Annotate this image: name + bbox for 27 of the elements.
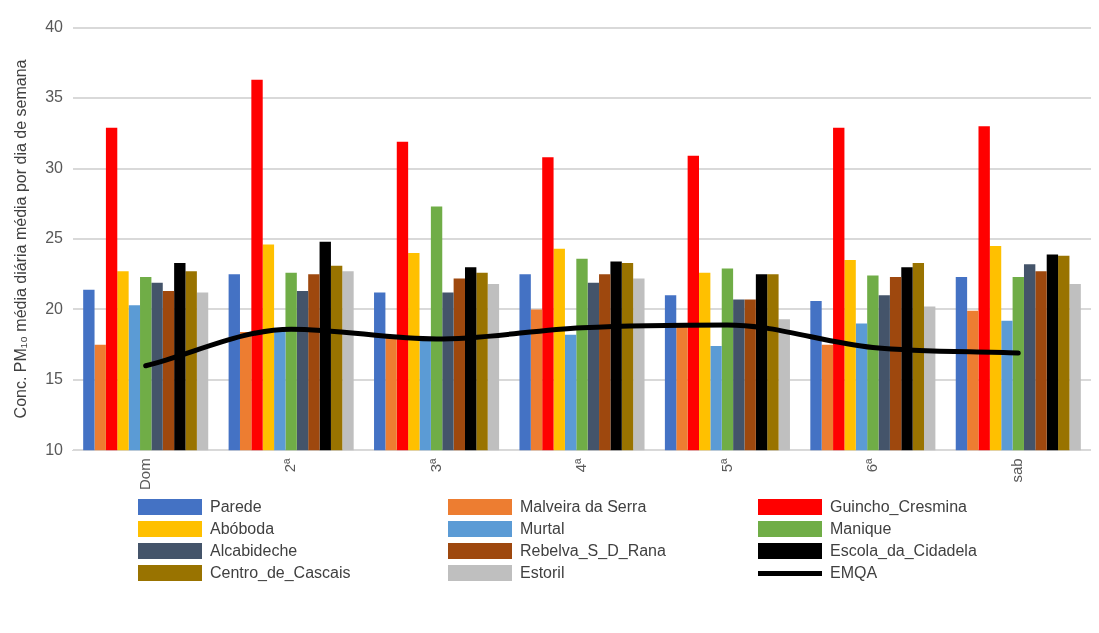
legend-label: Estoril (520, 564, 565, 582)
legend-label: Murtal (520, 520, 565, 538)
x-tick-label: Dom (135, 458, 153, 490)
legend-label: Parede (210, 498, 262, 516)
legend-label: Abóboda (210, 520, 275, 538)
y-axis-title: Conc. PM₁₀ média diária média por dia de semana (12, 59, 30, 419)
legend-label: Centro_de_Cascais (210, 564, 351, 582)
legend-label: Rebelva_S_D_Rana (520, 542, 666, 560)
x-tick-label: 6ª (863, 457, 880, 473)
legend-label: EMQA (830, 564, 878, 582)
x-tick-label: 5ª (717, 457, 735, 473)
legend-label: Malveira da Serra (520, 498, 647, 516)
y-tick-label: 30 (45, 158, 64, 176)
x-tick-label: 2ª (281, 457, 299, 473)
legend-label: Alcabideche (210, 542, 298, 560)
x-tick-label: 4ª (572, 457, 590, 473)
legend-label: Manique (830, 520, 892, 538)
legend-label: Escola_da_Cidadela (830, 542, 977, 560)
y-tick-label: 25 (45, 229, 64, 247)
y-tick-label: 40 (45, 18, 64, 36)
y-tick-label: 20 (45, 299, 64, 317)
y-tick-label: 10 (45, 440, 64, 458)
y-tick-label: 35 (45, 88, 64, 106)
y-tick-label: 15 (45, 370, 64, 388)
x-tick-label: sab (1008, 458, 1026, 483)
legend-label: Guincho_Cresmina (830, 498, 967, 516)
x-tick-label: 3ª (426, 457, 444, 473)
